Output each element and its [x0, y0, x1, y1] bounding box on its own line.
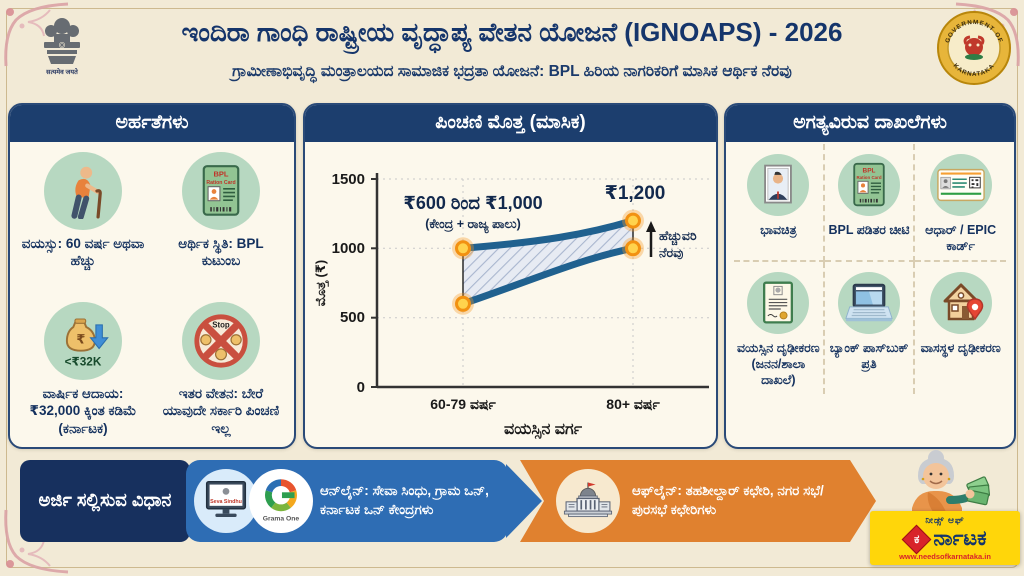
grama-one-icon: Grama One [249, 469, 313, 533]
svg-text:Ration Card: Ration Card [206, 180, 235, 186]
document-item-aadhaar: ಆಧಾರ್ / EPIC ಕಾರ್ಡ್ [915, 144, 1006, 262]
documents-grid: ಭಾವಚಿತ್ರ BPL Ration Card BPL ಪಡಿತರ [726, 142, 1014, 394]
document-item-residence: ವಾಸಸ್ಥಳ ದೃಢೀಕರಣ [915, 262, 1006, 394]
pension-band-chart: 1500 1000 500 0 60-79 ವರ್ಷ 80+ ವರ್ಷ ವಯಸ್… [313, 171, 709, 440]
logo-prefix: ನೀಡ್ಸ್ ಆಫ್ [925, 515, 965, 525]
income-badge: <₹32K [65, 355, 102, 369]
money-bag-decrease-icon: ₹ <₹32K [65, 318, 109, 369]
pension-chart-panel: ಪಿಂಚಣಿ ಮೊತ್ತ (ಮಾಸಿಕ) [303, 103, 718, 449]
documents-panel: ಅಗತ್ಯವಿರುವ ದಾಖಲೆಗಳು ಭಾವಚಿತ್ರ [724, 103, 1016, 449]
photograph-icon [764, 164, 793, 204]
eligibility-item-label: ಇತರ ವೇತನ: ಬೇರೆ ಯಾವುದೇ ಸರ್ಕಾರಿ ಪಿಂಚಣಿ ಇಲ್… [162, 386, 280, 436]
emblem-motto: सत्यमेव जयते [45, 68, 78, 76]
svg-text:Seva Sindhu: Seva Sindhu [210, 499, 242, 505]
eligibility-item-age: ವಯಸ್ಸು: 60 ವರ್ಷ ಅಥವಾ ಹೆಚ್ಚು [14, 144, 152, 294]
corner-ornament-icon [4, 509, 69, 574]
document-item-bpl-card: BPL Ration Card BPL ಪಡಿತರ ಚೀಟಿ [824, 144, 916, 262]
logo-website: www.needsofkarnataka.in [899, 552, 991, 561]
data-points [452, 209, 644, 315]
ytick-1000: 1000 [332, 240, 365, 257]
document-label: ಭಾವಚಿತ್ರ [760, 223, 797, 237]
no-other-pension-icon: Stop [194, 314, 248, 368]
eligibility-panel: ಅರ್ಹತೆಗಳು ವಯಸ್ಸು: 60 ವರ್ಷ ಅಥವಾ ಹೆಚ್ಚು [8, 103, 296, 449]
offline-text: ಆಫ್‌ಲೈನ್: ತಹಶೀಲ್ದಾರ್ ಕಛೇರಿ, ನಗರ ಸಭೆ/ಪುರಸ… [632, 483, 824, 517]
y-axis-label: ಮೊತ್ತ (₹) [313, 260, 329, 306]
xtick-80plus: 80+ ವರ್ಷ [606, 396, 660, 412]
document-label: ಆಧಾರ್ / EPIC ಕಾರ್ಡ್ [925, 223, 997, 253]
pension-chart-title: ಪಿಂಚಣಿ ಮೊತ್ತ (ಮಾಸಿಕ) [305, 105, 716, 142]
corner-ornament-icon [4, 2, 69, 67]
eligibility-item-income: ₹ <₹32K ವಾರ್ಷಿಕ ಆದಾಯ: ₹32,000 ಕ್ಕಿಂತ ಕಡಿ… [14, 294, 152, 447]
page-title: ಇಂದಿರಾ ಗಾಂಧಿ ರಾಷ್ಟ್ರೀಯ ವೃದ್ಧಾಪ್ಯ ವೇತನ ಯೋ… [181, 17, 843, 47]
pension-band-area [463, 220, 633, 304]
eligibility-title: ಅರ್ಹತೆಗಳು [10, 105, 294, 142]
bank-passbook-icon [845, 283, 893, 322]
eligibility-item-label: ಆರ್ಥಿಕ ಸ್ಥಿತಿ: BPL ಕುಟುಂಬ [178, 236, 264, 269]
government-building-icon [561, 476, 615, 526]
document-item-photo: ಭಾವಚಿತ್ರ [734, 144, 825, 262]
svg-text:Ration Card: Ration Card [856, 175, 881, 180]
ytick-500: 500 [340, 309, 365, 326]
extra-help-line2: ನೆರವು [659, 246, 683, 260]
eligibility-grid: ವಯಸ್ಸು: 60 ವರ್ಷ ಅಥವಾ ಹೆಚ್ಚು BPL Ration C… [10, 142, 294, 447]
document-label: ಬ್ಯಾಂಕ್ ಪಾಸ್‌ಬುಕ್ ಪ್ರತಿ [829, 341, 909, 371]
up-arrow-icon [646, 221, 656, 232]
elderly-person-icon [71, 166, 102, 219]
online-text: ಆನ್‌ಲೈನ್: ಸೇವಾ ಸಿಂಧು, ಗ್ರಾಮ ಒನ್, ಕರ್ನಾಟಕ… [320, 483, 489, 517]
seva-sindhu-icon: Seva Sindhu [194, 469, 258, 533]
eligibility-item-bpl: BPL Ration Card ಆರ್ಥಿಕ ಸ್ಥಿತಿ: BPL ಕುಟುಂ… [152, 144, 290, 294]
residence-proof-icon [943, 283, 983, 321]
age-certificate-icon [763, 281, 794, 324]
extra-help-line1: ಹೆಚ್ಚುವರಿ [659, 229, 697, 246]
bpl-ration-card-icon: BPL Ration Card [202, 165, 240, 216]
online-application-bar: Seva Sindhu Grama One [186, 460, 508, 542]
page-subtitle: ಗ್ರಾಮೀಣಾಭಿವೃದ್ಧಿ ಮಂತ್ರಾಲಯದ ಸಾಮಾಜಿಕ ಭದ್ರತ… [232, 63, 792, 80]
range-annotation: ₹600 ರಿಂದ ₹1,000 [403, 193, 542, 213]
eligibility-item-no-pension: Stop ಇತರ ವೇತನ: ಬೇರೆ ಯಾವುದೇ ಸರ್ಕಾರಿ ಪಿಂಚಣ… [152, 294, 290, 447]
documents-title: ಅಗತ್ಯವಿರುವ ದಾಖಲೆಗಳು [726, 105, 1014, 142]
document-label: ವಯಸ್ಸಿನ ದೃಢೀಕರಣ (ಜನನ/ಶಾಲಾ ದಾಖಲೆ) [737, 341, 820, 387]
x-axis-label: ವಯಸ್ಸಿನ ವರ್ಗ [504, 421, 583, 440]
karnataka-government-seal-icon: GOVERNMENT OF KARNATAKA [937, 11, 1011, 85]
document-item-passbook: ಬ್ಯಾಂಕ್ ಪಾಸ್‌ಬುಕ್ ಪ್ರತಿ [825, 262, 916, 394]
ytick-1500: 1500 [332, 171, 365, 188]
application-method-title: ಅರ್ಜಿ ಸಲ್ಲಿಸುವ ವಿಧಾನ [20, 460, 190, 542]
eligibility-item-label: ವಾರ್ಷಿಕ ಆದಾಯ: ₹32,000 ಕ್ಕಿಂತ ಕಡಿಮೆ (ಕರ್ನ… [29, 386, 137, 436]
svg-text:BPL: BPL [213, 169, 228, 178]
eligibility-item-label: ವಯಸ್ಸು: 60 ವರ್ಷ ಅಥವಾ ಹೆಚ್ಚು [21, 236, 145, 269]
offline-application-bar: ಆಫ್‌ಲೈನ್: ತಹಶೀಲ್ದಾರ್ ಕಛೇರಿ, ನಗರ ಸಭೆ/ಪುರಸ… [520, 460, 876, 542]
logo-ka-diamond-icon: ಕ [902, 524, 932, 554]
xtick-60-79: 60-79 ವರ್ಷ [430, 396, 496, 412]
india-national-emblem-icon: सत्यमेव जयते [44, 18, 80, 76]
document-label: ವಾಸಸ್ಥಳ ದೃಢೀಕರಣ [920, 341, 1001, 355]
svg-text:BPL: BPL [863, 168, 876, 175]
range-annotation-sub: (ಕೇಂದ್ರ + ರಾಜ್ಯ ಪಾಲು) [425, 217, 521, 234]
ytick-0: 0 [357, 379, 365, 396]
bpl-ration-card-icon: BPL Ration Card [853, 162, 885, 207]
decorative-frame [6, 8, 1018, 568]
document-item-age-proof: ವಯಸ್ಸಿನ ದೃಢೀಕರಣ (ಜನನ/ಶಾಲಾ ದಾಖಲೆ) [734, 262, 825, 394]
svg-text:Grama One: Grama One [263, 515, 300, 522]
svg-text:₹: ₹ [76, 332, 85, 347]
aadhaar-epic-card-icon [936, 168, 985, 202]
logo-name: ರ್ನಾಟಕ [933, 527, 987, 550]
stop-label: Stop [212, 321, 230, 330]
top-annotation: ₹1,200 [605, 183, 666, 204]
needs-of-karnataka-logo: ನೀಡ್ಸ್ ಆಫ್ ಕ ರ್ನಾಟಕ www.needsofkarnataka… [870, 511, 1020, 565]
document-label: BPL ಪಡಿತರ ಚೀಟಿ [828, 223, 910, 237]
